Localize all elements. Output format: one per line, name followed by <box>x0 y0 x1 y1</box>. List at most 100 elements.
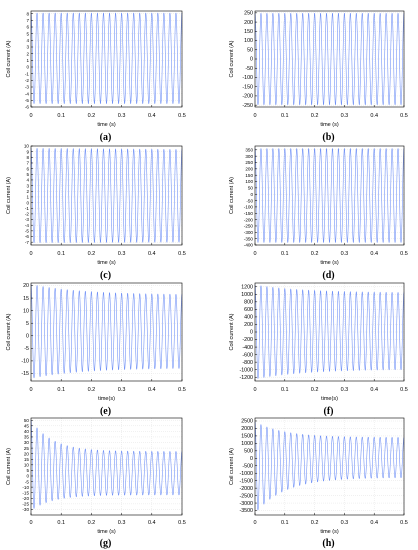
y-tick-label: -600 <box>242 352 253 358</box>
plot-frame <box>254 417 405 516</box>
plot-frame <box>254 145 405 246</box>
y-tick-label: -250 <box>244 224 254 229</box>
y-tick-label: -4 <box>25 223 30 228</box>
plot-frame <box>30 417 183 516</box>
series-line <box>254 12 405 106</box>
x-tick-label: 0.4 <box>148 387 156 393</box>
y-tick-label: -150 <box>242 84 253 90</box>
x-tick-label: 0.5 <box>400 113 408 119</box>
y-tick-label: 1000 <box>241 292 253 298</box>
x-tick-label: 0.1 <box>57 387 65 393</box>
y-tick-label: -7 <box>25 240 30 245</box>
x-tick-label: 0.1 <box>281 113 289 119</box>
y-tick-label: 1500 <box>241 434 253 440</box>
x-tick-label: 0.2 <box>88 520 96 526</box>
y-tick-label: -1000 <box>239 367 253 373</box>
panel-caption: (a) <box>100 132 112 143</box>
y-tick-label: 50 <box>248 186 254 191</box>
y-tick-label: -400 <box>244 243 254 248</box>
x-tick-label: 0.4 <box>370 520 378 526</box>
plot-frame <box>30 10 183 108</box>
x-tick-label: 0.3 <box>118 251 126 257</box>
panel-caption: (e) <box>100 406 111 417</box>
y-tick-label: 15 <box>24 457 30 462</box>
y-tick-label: -200 <box>242 337 253 343</box>
y-tick-label: -150 <box>244 211 254 216</box>
y-tick-label: -6 <box>25 105 30 110</box>
y-tick-label: 10 <box>24 144 30 149</box>
y-tick-label: 9 <box>26 149 29 154</box>
x-tick-label: 0.2 <box>88 387 96 393</box>
y-tick-label: 0 <box>250 330 253 336</box>
x-axis-label: time (s) <box>97 122 116 128</box>
x-tick-label: 0.1 <box>57 520 65 526</box>
y-tick-label: 0 <box>26 474 29 479</box>
y-tick-label: -15 <box>22 490 29 495</box>
y-axis-label: Coil current (A) <box>6 40 12 77</box>
series-line <box>30 148 183 244</box>
x-tick-label: 0.2 <box>311 251 319 257</box>
plot-frame <box>30 282 183 382</box>
y-tick-label: 3 <box>26 45 29 50</box>
x-tick-label: 0.2 <box>311 113 319 119</box>
y-tick-label: -3 <box>25 85 30 90</box>
y-tick-label: 500 <box>244 449 253 455</box>
y-tick-label: -1 <box>25 71 30 76</box>
y-tick-label: 5 <box>26 31 29 36</box>
x-tick-label: 0.1 <box>57 251 65 257</box>
y-tick-label: -250 <box>242 103 253 109</box>
y-tick-label: 2 <box>26 189 29 194</box>
x-axis-label: time(s) <box>321 396 338 402</box>
y-tick-label: -20 <box>22 496 29 501</box>
y-tick-label: 5 <box>26 172 29 177</box>
y-tick-label: -50 <box>246 198 253 203</box>
y-tick-label: 600 <box>244 307 253 313</box>
y-tick-label: -5 <box>24 346 29 352</box>
y-tick-label: 0 <box>26 65 29 70</box>
y-tick-label: 250 <box>245 160 253 165</box>
y-tick-label: 350 <box>245 148 253 153</box>
y-tick-label: 250 <box>244 11 253 17</box>
y-tick-label: -10 <box>21 359 29 365</box>
y-tick-label: 200 <box>244 322 253 328</box>
y-tick-label: 150 <box>245 173 253 178</box>
x-tick-label: 0.3 <box>118 387 126 393</box>
y-tick-label: 0 <box>250 456 253 462</box>
chart-panel-f: 0 0.1 0.2 0.3 0.4 0.5 -1200 -1000-800 -600-400 -2… <box>229 282 408 417</box>
x-tick-label: 0.4 <box>370 113 378 119</box>
y-tick-label: -2 <box>25 212 30 217</box>
x-tick-label: 0.5 <box>400 251 408 257</box>
panel-caption: (c) <box>100 270 111 281</box>
x-tick-label: 0 <box>29 520 32 526</box>
y-tick-label: -100 <box>242 75 253 81</box>
y-tick-label: 0 <box>250 57 253 63</box>
y-tick-label: 50 <box>24 418 30 423</box>
chart-panel-g: 0 0.1 0.2 0.3 0.4 0.5-30-25-20-15-10-50510152… <box>6 417 186 549</box>
chart-panel-d: 0 0.1 0.2 0.3 0.4 0.5 -400 -350-300-250 -200-150… <box>229 145 408 281</box>
x-tick-label: 0 <box>253 387 256 393</box>
y-tick-label: 6 <box>26 25 29 30</box>
y-axis-label: Coil current (A) <box>6 448 12 485</box>
x-tick-label: 0.1 <box>281 251 289 257</box>
y-tick-label: -500 <box>242 463 253 469</box>
y-tick-label: 100 <box>244 38 253 44</box>
y-tick-label: 35 <box>24 435 30 440</box>
y-tick-label: -1500 <box>239 478 253 484</box>
x-tick-label: 0.4 <box>148 520 156 526</box>
y-tick-label: 20 <box>24 451 30 456</box>
y-tick-label: 150 <box>244 29 253 35</box>
series-line <box>30 420 183 509</box>
y-tick-label: -50 <box>245 66 253 72</box>
y-axis-label: Coil current (A) <box>229 313 235 350</box>
x-tick-label: 0.5 <box>178 251 186 257</box>
y-tick-label: 25 <box>24 446 30 451</box>
x-tick-label: 0.5 <box>400 520 408 526</box>
y-tick-label: -400 <box>242 345 253 351</box>
x-tick-label: 0.1 <box>281 387 289 393</box>
y-tick-label: 10 <box>24 463 30 468</box>
series-line <box>30 284 183 379</box>
y-axis-label: Coil current (A) <box>6 177 12 214</box>
y-tick-label: -200 <box>242 94 253 100</box>
series-line <box>254 421 405 511</box>
y-tick-label: 2 <box>26 51 29 56</box>
